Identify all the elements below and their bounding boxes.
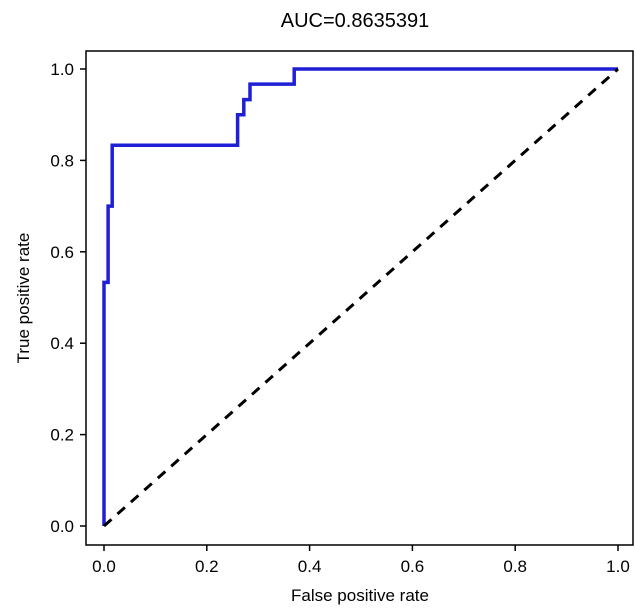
x-tick-label: 0.4 (298, 557, 322, 576)
x-tick-label: 0.6 (401, 557, 425, 576)
y-axis: 0.0 0.2 0.4 0.6 0.8 1.0 (50, 60, 86, 536)
y-tick-label: 0.4 (50, 334, 74, 353)
plot-frame (85, 50, 634, 546)
x-tick-label: 1.0 (606, 557, 630, 576)
x-axis-label: False positive rate (291, 586, 429, 605)
y-tick-label: 1.0 (50, 60, 74, 79)
y-tick-label: 0.8 (50, 151, 74, 170)
y-tick-label: 0.6 (50, 243, 74, 262)
chart-title: AUC=0.8635391 (281, 10, 429, 32)
x-axis: 0.0 0.2 0.4 0.6 0.8 1.0 (92, 545, 630, 576)
x-tick-label: 0.0 (92, 557, 116, 576)
roc-curve-line (102, 67, 618, 526)
reference-diagonal-line (103, 67, 619, 528)
y-tick-label: 0.2 (50, 426, 74, 445)
x-tick-label: 0.2 (195, 557, 219, 576)
y-tick-label: 0.0 (50, 517, 74, 536)
x-tick-label: 0.8 (503, 557, 527, 576)
chart-marks (102, 67, 619, 528)
y-axis-label: True positive rate (14, 233, 33, 364)
